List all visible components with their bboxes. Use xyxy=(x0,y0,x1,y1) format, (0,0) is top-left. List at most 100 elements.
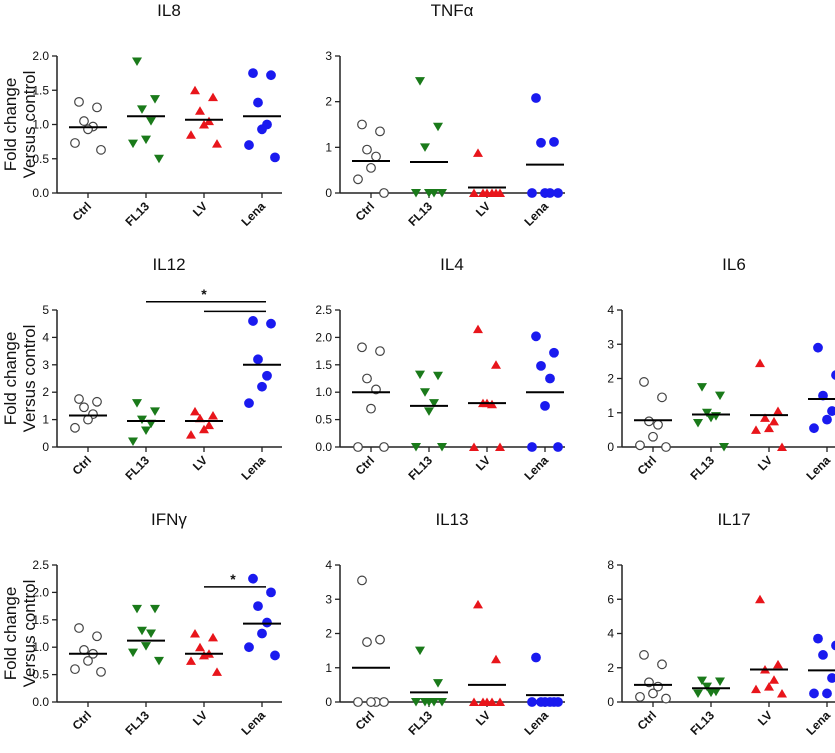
data-point xyxy=(773,406,783,416)
data-point xyxy=(128,648,138,658)
data-point xyxy=(424,407,434,416)
y-tick-label: 2 xyxy=(607,372,614,386)
data-point xyxy=(353,442,363,452)
data-point xyxy=(469,697,479,706)
data-point xyxy=(208,92,218,102)
data-point xyxy=(128,437,138,447)
data-point xyxy=(415,646,425,656)
data-point xyxy=(244,398,254,409)
x-tick-label: FL13 xyxy=(405,708,435,738)
panel-title: IL6 xyxy=(722,255,746,274)
data-point xyxy=(262,617,272,628)
data-point xyxy=(777,688,787,698)
data-point xyxy=(132,604,142,614)
data-point xyxy=(755,594,765,604)
data-point xyxy=(253,601,263,611)
data-point xyxy=(186,656,196,665)
data-point xyxy=(822,414,832,425)
x-tick-label: Lena xyxy=(803,708,833,738)
data-point xyxy=(473,324,483,334)
data-point xyxy=(141,135,151,145)
data-point xyxy=(549,136,559,147)
data-point xyxy=(827,673,835,683)
data-point xyxy=(375,126,385,137)
data-point xyxy=(719,443,729,452)
data-point xyxy=(469,442,479,451)
data-point xyxy=(433,371,443,381)
x-tick-label: Ctrl xyxy=(70,708,95,733)
data-point xyxy=(429,399,439,408)
data-point xyxy=(702,682,712,692)
data-point xyxy=(415,77,425,86)
data-point xyxy=(715,677,725,686)
data-point xyxy=(141,426,151,436)
data-point xyxy=(536,360,546,371)
y-tick-label: 1.0 xyxy=(32,118,49,132)
data-point xyxy=(128,139,138,149)
panel-title: IL17 xyxy=(717,510,750,529)
data-point xyxy=(70,138,80,148)
y-tick-label: 1 xyxy=(325,661,332,675)
data-point xyxy=(190,406,200,416)
data-point xyxy=(212,667,222,676)
data-point xyxy=(379,442,389,452)
data-point xyxy=(424,698,434,707)
data-point xyxy=(751,425,761,434)
data-point xyxy=(92,631,102,642)
data-point xyxy=(150,604,160,614)
data-point xyxy=(195,642,205,652)
data-point xyxy=(366,162,376,173)
x-tick-label: LV xyxy=(755,453,775,473)
data-point xyxy=(693,419,703,428)
y-axis-label: Versus control xyxy=(20,580,39,688)
data-point xyxy=(702,408,712,418)
data-point xyxy=(199,424,209,434)
data-point xyxy=(433,122,443,132)
data-point xyxy=(473,599,483,609)
data-point xyxy=(831,640,835,651)
data-point xyxy=(437,443,447,452)
x-tick-label: LV xyxy=(190,199,210,219)
y-tick-label: 3 xyxy=(325,592,332,606)
panel-title: IL4 xyxy=(440,255,464,274)
data-point xyxy=(411,443,421,452)
data-point xyxy=(195,106,205,115)
data-point xyxy=(769,675,779,684)
data-point xyxy=(657,659,667,670)
data-point xyxy=(257,381,267,392)
data-point xyxy=(482,697,492,706)
y-tick-label: 1.5 xyxy=(32,613,49,627)
y-tick-label: 2.0 xyxy=(32,49,49,63)
y-tick-label: 0 xyxy=(42,440,49,454)
data-point xyxy=(777,442,787,451)
data-point xyxy=(809,688,819,699)
data-point xyxy=(357,119,367,130)
data-point xyxy=(154,154,164,164)
x-tick-label: LV xyxy=(190,453,210,473)
data-point xyxy=(495,442,505,451)
y-tick-label: 3 xyxy=(325,49,332,63)
data-point xyxy=(70,664,80,675)
y-tick-label: 0.5 xyxy=(315,413,332,427)
data-point xyxy=(137,105,147,114)
data-point xyxy=(411,189,421,198)
panel-title: IL8 xyxy=(157,1,181,20)
data-point xyxy=(661,442,671,452)
data-point xyxy=(150,407,160,416)
data-point xyxy=(150,95,160,104)
data-point xyxy=(697,676,707,686)
data-point xyxy=(362,373,372,384)
x-tick-label: Lena xyxy=(238,199,268,229)
data-point xyxy=(257,628,267,639)
data-point xyxy=(262,370,272,381)
significance-label: * xyxy=(201,286,207,302)
data-point xyxy=(553,697,563,707)
y-axis-label: Fold change xyxy=(1,78,20,172)
data-point xyxy=(132,57,142,66)
data-point xyxy=(706,413,716,423)
y-tick-label: 0.0 xyxy=(315,440,332,454)
data-point xyxy=(491,360,501,369)
x-tick-label: Lena xyxy=(238,708,268,738)
y-tick-label: 0 xyxy=(325,186,332,200)
y-tick-label: 4 xyxy=(42,330,49,344)
